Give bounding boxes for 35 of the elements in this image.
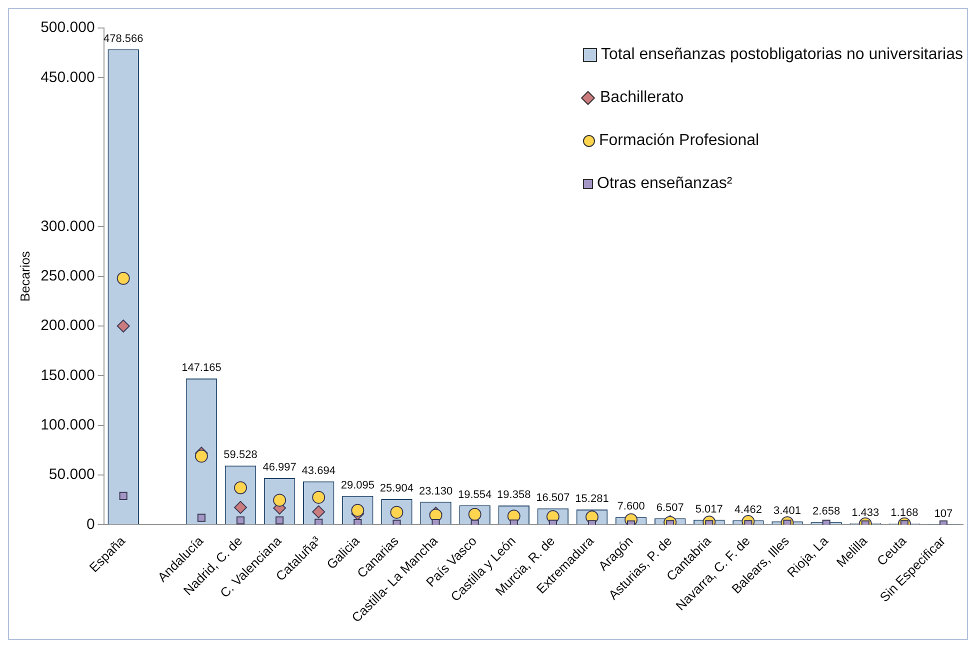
data-label: 7.600 xyxy=(617,500,645,513)
data-label: 6.507 xyxy=(656,502,684,514)
data-label: 59.528 xyxy=(224,449,258,462)
data-label: 23.130 xyxy=(418,485,453,498)
data-label: 107 xyxy=(934,508,953,520)
data-label: 29.095 xyxy=(340,479,374,492)
data-label: 1.433 xyxy=(852,506,880,519)
y-tick-label: 200.000 xyxy=(40,317,95,334)
data-label: 2.658 xyxy=(812,506,840,518)
y-tick-label: 500.000 xyxy=(40,19,95,36)
y-tick-label: 150.000 xyxy=(40,366,95,384)
legend-label: Total enseñanzas postobligatorias no universitarias xyxy=(601,46,963,64)
data-label: 25.904 xyxy=(380,482,414,495)
y-tick-label: 250.000 xyxy=(40,268,95,285)
y-axis-title: Becarios xyxy=(17,250,32,302)
legend-label: Otras enseñanzas² xyxy=(597,174,732,192)
data-label: 46.997 xyxy=(262,462,296,474)
data-label: 147.165 xyxy=(182,362,222,374)
data-label: 19.358 xyxy=(497,489,531,502)
y-tick-label: 0 xyxy=(86,516,95,533)
data-label: 19.554 xyxy=(458,488,492,501)
data-label: 4.462 xyxy=(734,504,762,516)
y-tick-label: 300.000 xyxy=(40,218,95,235)
y-tick-label: 450.000 xyxy=(40,68,95,86)
y-tick-label: 100.000 xyxy=(40,416,95,434)
data-label: 478.566 xyxy=(103,32,144,45)
data-label: 3.401 xyxy=(773,504,802,517)
data-label: 15.281 xyxy=(575,493,609,506)
data-label: 16.507 xyxy=(536,492,570,504)
data-label: 43.694 xyxy=(302,464,336,477)
data-label: 1.168 xyxy=(890,507,918,520)
data-label: 5.017 xyxy=(695,503,723,516)
legend-label: Formación Profesional xyxy=(599,132,760,150)
y-tick-label: 50.000 xyxy=(48,466,95,484)
legend-label: Bachillerato xyxy=(600,88,684,106)
